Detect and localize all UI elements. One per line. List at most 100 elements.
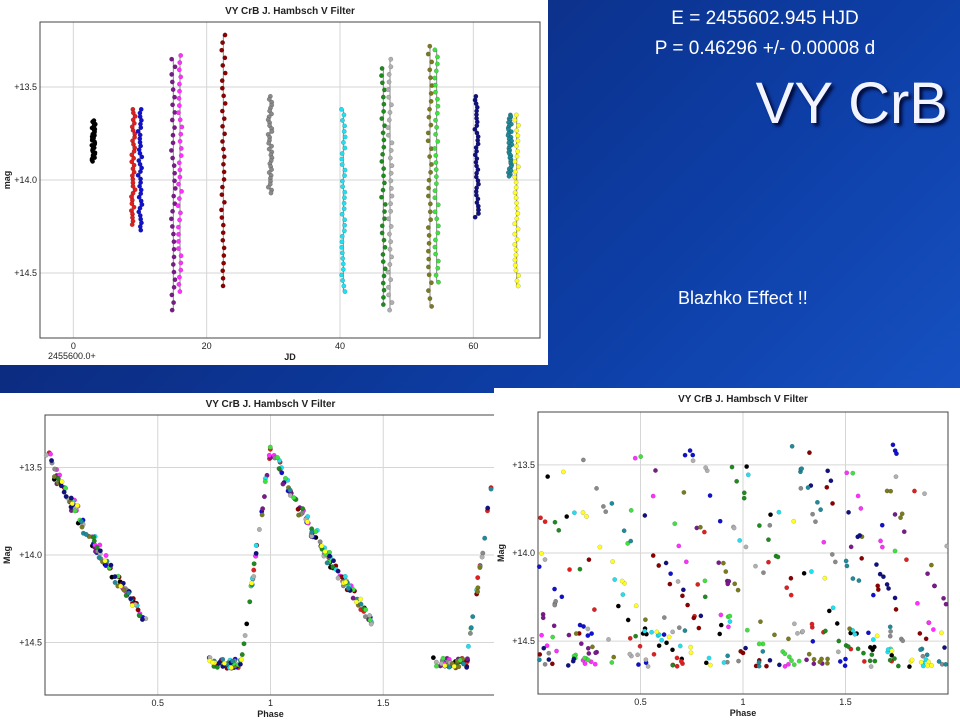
data-point [221,116,227,122]
data-point [813,519,818,525]
data-point [513,252,519,258]
data-point [570,658,576,664]
data-point [221,169,227,175]
data-point [674,655,680,661]
data-point [473,174,479,180]
data-point [222,131,228,137]
data-point [380,94,386,100]
data-point [386,71,392,77]
data-point [926,620,932,626]
data-point [112,574,118,580]
data-point [716,560,722,566]
data-point [810,511,815,517]
data-point [342,167,348,173]
data-point [936,659,942,664]
data-point [427,201,433,207]
data-point [426,256,432,262]
data-point [220,123,225,129]
data-point [895,663,901,669]
data-point [91,534,97,540]
data-point [256,526,262,532]
data-point [920,653,926,659]
data-point [542,519,548,525]
data-point [912,488,917,494]
data-point [362,614,368,620]
data-point [848,544,854,550]
data-point [589,631,595,636]
data-point [537,652,543,657]
data-point [389,102,394,108]
data-point [585,657,591,663]
x-tick-label: 1 [740,697,745,707]
data-point [855,493,861,499]
data-point [615,603,621,609]
data-point [513,268,519,273]
y-tick-label: +14.5 [19,638,42,648]
data-point [446,664,452,670]
data-point [702,594,708,600]
data-point [821,539,827,545]
data-point [266,140,272,146]
data-point [612,577,618,582]
phase-plot-left-svg: VY CrB J. Hambsch V Filter 0.5 1 1.5 +13.5 +1… [2,399,497,719]
x-offset-label: 2455600.0+ [48,351,96,361]
data-point [609,501,615,506]
data-point [426,264,431,270]
data-point [427,296,433,301]
data-point [137,150,143,156]
data-point [340,256,346,261]
data-point [513,247,519,253]
data-point [61,489,67,495]
data-point [342,195,347,201]
data-point [475,589,481,595]
data-point [425,138,431,144]
data-point [514,205,520,211]
data-point [428,91,434,96]
data-point [78,519,84,525]
data-point [177,167,183,173]
data-point [433,153,439,158]
data-point [758,619,763,625]
data-point [251,561,257,567]
data-point [688,650,694,656]
data-point [512,117,518,123]
y-tick-label: +14.0 [14,175,37,185]
data-point [435,258,441,264]
data-point [426,272,432,278]
data-point [541,645,547,651]
data-point [741,490,747,496]
data-point [642,513,648,518]
data-point [582,661,588,667]
data-point [516,122,521,128]
data-point [892,656,897,661]
data-point [850,576,856,581]
data-point [594,485,599,491]
data-point [514,153,520,159]
data-point [943,661,949,667]
data-point [663,560,669,566]
data-point [512,221,518,227]
data-point [767,657,773,663]
data-point [350,595,356,601]
data-point [79,524,85,530]
phase-plot-right: VY CrB J. Hambsch V Filter 0.5 1 1.5 +13.5 +1… [494,388,960,720]
data-point [388,208,394,214]
data-point [335,568,341,574]
data-point [786,636,791,642]
data-point [591,607,597,613]
data-point [276,466,282,472]
data-point [735,587,741,593]
data-point [389,193,395,199]
data-point [339,151,345,156]
data-point [172,178,177,184]
data-point [725,581,731,587]
data-point [339,272,344,278]
data-point [178,210,183,216]
data-point [868,664,874,669]
data-point [825,660,830,666]
data-point [112,579,118,585]
data-point [380,259,386,265]
data-point [379,116,385,121]
data-point [892,512,898,517]
data-point [287,487,293,493]
